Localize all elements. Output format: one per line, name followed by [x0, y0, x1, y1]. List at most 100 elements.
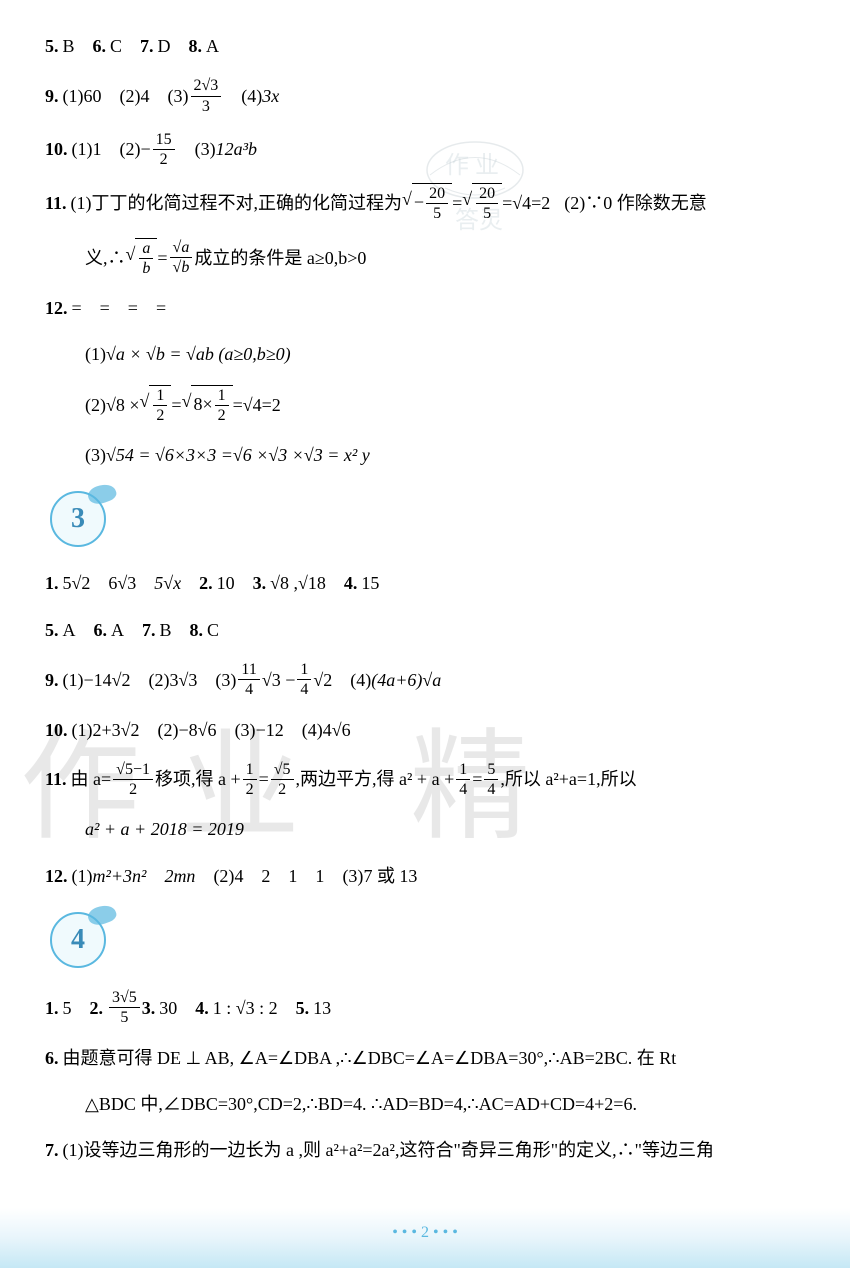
s3-q1a: 5√2: [63, 567, 91, 599]
s4-q3-num: 3.: [142, 992, 156, 1024]
s4-r3: 7. (1) 设等边三角形的一边长为 a ,则 a²+a²=2a²,这符合"奇异…: [45, 1134, 805, 1166]
q12-p2-rad1: 12: [140, 385, 172, 425]
s3-r6: 12. (1)m²+3n² 2mn (2)4 2 1 1 (3)7 或 13: [45, 860, 805, 892]
q9-p3-frac: 2√33: [191, 76, 222, 115]
s3-q9-p3s2: √2: [313, 664, 332, 696]
q12-p1: √a × √b = √ab (a≥0,b≥0): [106, 338, 291, 370]
s3-q11-t5: =: [472, 763, 482, 795]
s3-r4: 10. (1)2+3√2 (2)−8√6 (3)−12 (4)4√6: [45, 714, 805, 746]
q11-text3: 义,∴: [85, 242, 126, 274]
answer-row-12-p2: (2) √8 × 12 = 8×12 =√4=2: [45, 385, 805, 425]
s4-q4-num: 4.: [195, 992, 209, 1024]
s3-q6a: A: [111, 614, 124, 646]
s4-q6-num: 6.: [45, 1042, 59, 1074]
s3-q3a: √8 ,√18: [270, 567, 326, 599]
page-number: • • • 2 • • •: [0, 1219, 850, 1248]
q11-num: 11.: [45, 187, 67, 219]
q9-p3-label: (3): [168, 80, 189, 112]
q12-p3-label: (3): [85, 439, 106, 471]
s3-q10-p2: −8√6: [179, 714, 217, 746]
s4-q4a: 1 : √3 : 2: [213, 992, 278, 1024]
s4-r2b: △BDC 中,∠DBC=30°,CD=2,∴BD=4. ∴AD=BD=4,∴AC…: [45, 1088, 805, 1120]
s3-q6-num: 6.: [94, 614, 108, 646]
s3-q9-p4l: (4): [350, 664, 371, 696]
q9-p4-label: (4): [241, 80, 262, 112]
s3-q11-t2: 移项,得 a +: [155, 763, 241, 795]
s3-q9-p4: (4a+6)√a: [371, 664, 441, 696]
s4-q3a: 30: [159, 992, 177, 1024]
q9-p2-label: (2): [120, 80, 141, 112]
s3-q11-cont: a² + a + 2018 = 2019: [85, 813, 244, 845]
q11-text4: 成立的条件是 a≥0,b>0: [194, 242, 366, 274]
s4-q7-num: 7.: [45, 1134, 59, 1166]
s3-r5a: 11. 由 a= √5−12 移项,得 a + 12 = √52 ,两边平方,得…: [45, 760, 805, 799]
answer-row-9: 9. (1)60 (2)4 (3) 2√33 (4)3x: [45, 76, 805, 115]
q8-ans: A: [206, 30, 219, 62]
q12-p2a: √8 ×: [106, 389, 140, 421]
s4-q2-num: 2.: [90, 992, 104, 1024]
q9-num: 9.: [45, 80, 59, 112]
q10-p2-sign: −: [141, 133, 151, 165]
s3-q12-p1: m²+3n² 2mn: [93, 860, 196, 892]
q9-p1-label: (1): [63, 80, 84, 112]
q10-p3: 12a³b: [216, 133, 257, 165]
q12-p2-label: (2): [85, 389, 106, 421]
q11-eq1-mid: =: [452, 187, 462, 219]
s3-r3: 9. (1)−14√2 (2)3√3 (3) 114 √3 − 14 √2 (4…: [45, 660, 805, 699]
s3-q10-num: 10.: [45, 714, 68, 746]
q9-p1: 60: [84, 80, 102, 112]
s3-q9-p1: −14√2: [84, 664, 131, 696]
q6-ans: C: [110, 30, 122, 62]
q11-text2: ∵0 作除数无意: [585, 187, 707, 219]
s4-q6-cont: △BDC 中,∠DBC=30°,CD=2,∴BD=4. ∴AD=BD=4,∴AC…: [85, 1088, 637, 1120]
s3-q3-num: 3.: [253, 567, 267, 599]
q11-text1: 丁丁的化简过程不对,正确的化简过程为: [92, 187, 403, 219]
q10-p2-frac: 152: [153, 130, 175, 169]
s3-q10-p1: 2+3√2: [93, 714, 140, 746]
q10-num: 10.: [45, 133, 68, 165]
s3-q1-num: 1.: [45, 567, 59, 599]
q12-p3: √54 = √6×3×3 =√6 ×√3 ×√3 = x² y: [106, 439, 370, 471]
q12-num: 12.: [45, 292, 68, 324]
s3-q8a: C: [207, 614, 219, 646]
s3-q9-p1l: (1): [63, 664, 84, 696]
q10-p2-label: (2): [120, 133, 141, 165]
answer-row-12-p3: (3) √54 = √6×3×3 =√6 ×√3 ×√3 = x² y: [45, 439, 805, 471]
q11-p1-label: (1): [71, 187, 92, 219]
s3-q1b: 6√3: [108, 567, 136, 599]
q10-p1: 1: [93, 133, 102, 165]
document-content: 5.B 6.C 7.D 8.A 9. (1)60 (2)4 (3) 2√33 (…: [45, 30, 805, 1167]
s3-r2: 5.A 6.A 7.B 8.C: [45, 614, 805, 646]
s3-q12-p3: 7 或 13: [363, 860, 417, 892]
q5-num: 5.: [45, 30, 59, 62]
s3-q11-f2: 12: [243, 760, 257, 799]
q7-ans: D: [158, 30, 171, 62]
s3-q2a: 10: [217, 567, 235, 599]
s3-q7-num: 7.: [142, 614, 156, 646]
s3-q1c: 5√x: [154, 567, 181, 599]
section-4-badge: 4: [50, 912, 106, 968]
q12-p2b: =: [171, 389, 181, 421]
q11-eq2-lhs: ab: [126, 238, 158, 278]
s3-q12-p3l: (3): [342, 860, 363, 892]
s3-q11-num: 11.: [45, 763, 67, 795]
s4-q7-p1l: (1): [63, 1134, 84, 1166]
s3-q5-num: 5.: [45, 614, 59, 646]
s3-q12-p2: 4 2 1 1: [234, 860, 324, 892]
answer-row-11a: 11. (1) 丁丁的化简过程不对,正确的化简过程为 −205 = 205 =√…: [45, 183, 805, 223]
q11-eq1-rad2: 205: [462, 183, 502, 223]
q9-p2: 4: [141, 80, 150, 112]
s3-q9-p2l: (2): [149, 664, 170, 696]
q10-p1-label: (1): [72, 133, 93, 165]
s4-q6-text: 由题意可得 DE ⊥ AB, ∠A=∠DBA ,∴∠DBC=∠A=∠DBA=30…: [63, 1042, 677, 1074]
q11-eq1-rad1: −205: [402, 183, 452, 223]
s4-q7-text: 设等边三角形的一边长为 a ,则 a²+a²=2a²,这符合"奇异三角形"的定义…: [84, 1134, 715, 1166]
s4-q5a: 13: [313, 992, 331, 1024]
answer-row-12a: 12. = = = =: [45, 292, 805, 324]
s4-q5-num: 5.: [296, 992, 310, 1024]
s3-q10-p1l: (1): [72, 714, 93, 746]
q10-p3-label: (3): [195, 133, 216, 165]
q11-eq1-end: =√4=2: [502, 187, 550, 219]
s4-q1a: 5: [63, 992, 72, 1024]
s3-q12-p2l: (2): [213, 860, 234, 892]
